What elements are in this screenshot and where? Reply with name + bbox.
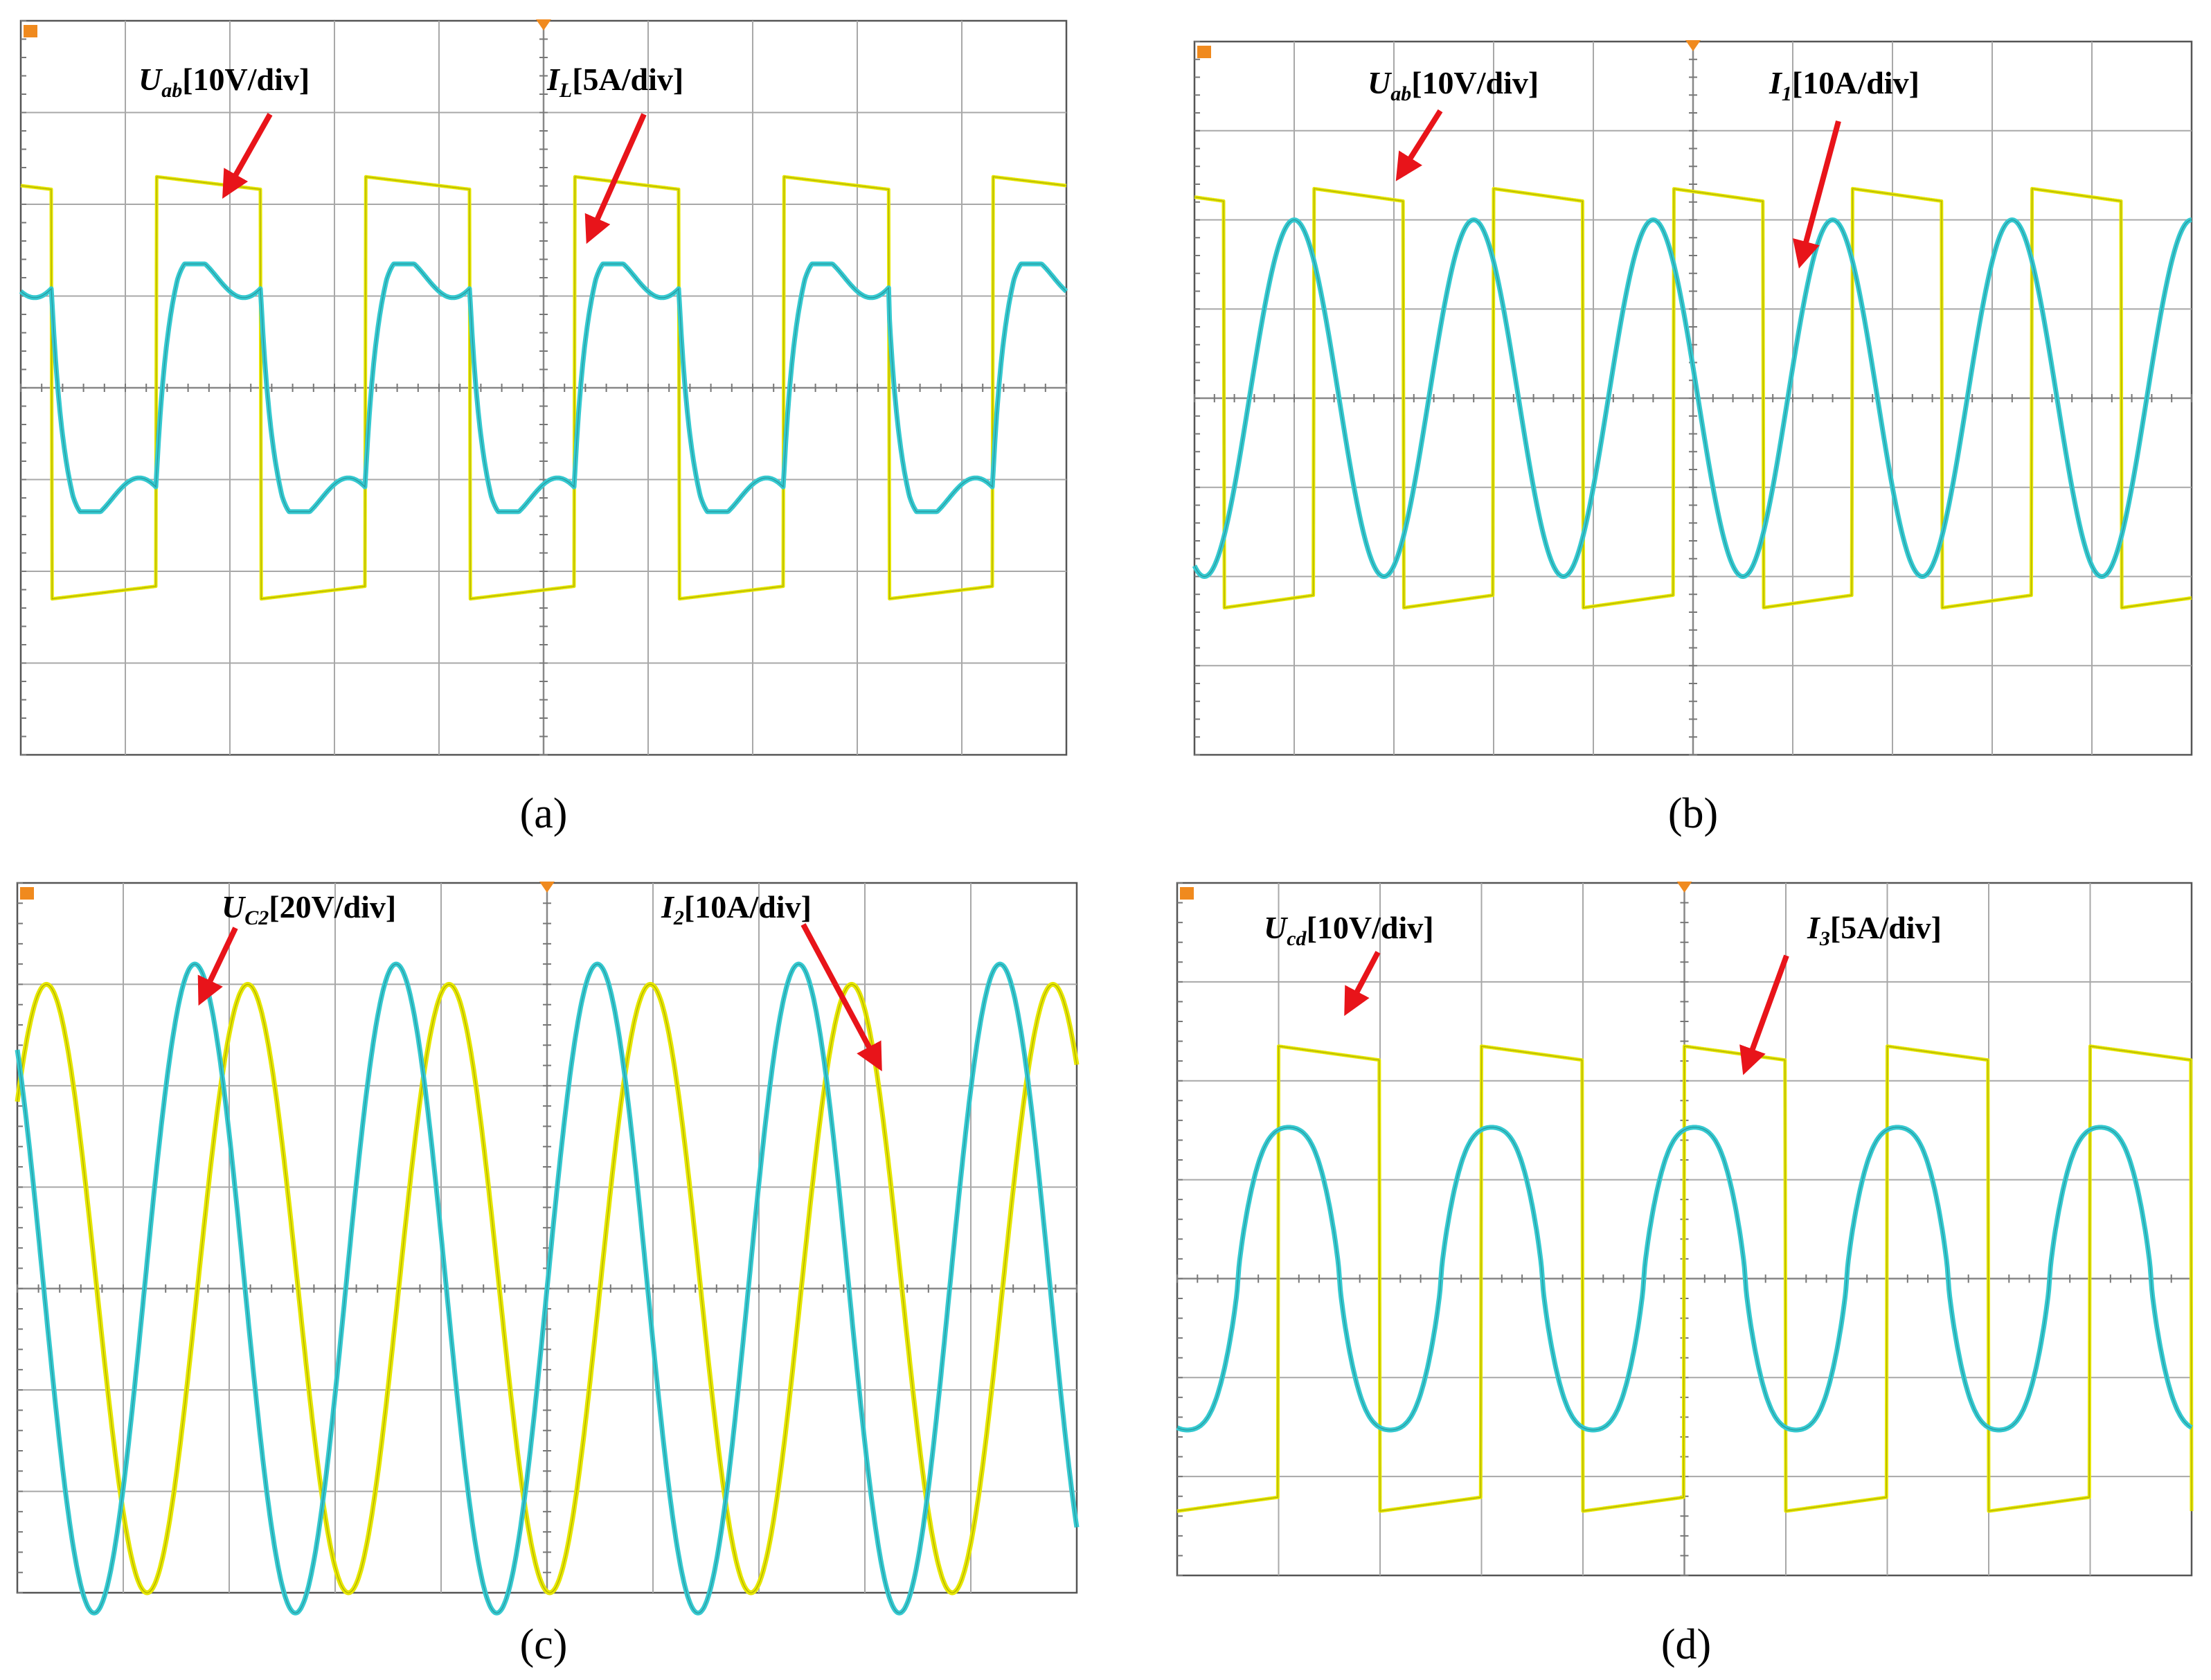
label-uab-a: Uab[10V/div] [138,62,310,102]
label-uab-b: Uab[10V/div] [1368,65,1539,105]
trigger-marker-left-a [24,25,37,37]
label-sub: 3 [1819,927,1830,950]
trigger-marker-top-a [536,19,551,30]
label-scale: [5A/div] [1830,910,1942,945]
label-main: U [1368,65,1393,100]
arrow-il-a [584,113,647,244]
trigger-marker-top-c [539,882,555,893]
trace-i1-b [1192,217,2194,579]
trace-il-a [19,261,1068,515]
label-sub: C2 [244,906,269,929]
label-uc2-c: UC2[20V/div] [222,889,396,929]
label-scale: [10V/div] [182,62,310,97]
scope-grid-a [20,20,1067,756]
label-sub: 2 [673,906,684,929]
label-sub: ab [161,79,182,102]
label-main: U [138,62,163,97]
label-main: U [222,889,247,924]
label-scale: [10A/div] [1792,65,1919,100]
label-scale: [10V/div] [1411,65,1539,100]
label-main: I [546,62,561,97]
caption-c: (c) [520,1621,568,1668]
label-sub: 1 [1782,82,1792,105]
arrow-i2-c [800,923,882,1072]
label-il-a: IL[5A/div] [546,62,683,102]
trace-edge-uc2-c [17,983,1077,1593]
trigger-marker-top-d [1676,882,1692,893]
label-sub: L [559,79,572,102]
trace-edge-uab-b [1194,188,2192,609]
trigger-marker-left-d [1180,887,1194,900]
panel-d: Ucd[10V/div] I3[5A/div] (d) [1175,882,2194,1668]
trace-edge-ucd-d [1176,1045,2192,1512]
label-i3-d: I3[5A/div] [1807,910,1942,950]
arrow-i3-d [1739,954,1789,1075]
label-main: I [1769,65,1783,100]
label-scale: [20V/div] [269,889,396,924]
trace-i3-d [1175,1125,2194,1433]
arrow-ucd-d [1344,951,1381,1017]
trigger-marker-left-b [1197,46,1211,58]
trace-uc2-c [15,981,1080,1596]
arrow-uab-b [1395,109,1443,181]
label-scale: [10A/div] [684,889,812,924]
trace-edge-i1-b [1194,219,2192,578]
label-sub: cd [1287,927,1307,950]
arrow-uab-a [222,113,273,199]
panel-b: Uab[10V/div] I1[10A/div] (b) [1192,40,2194,837]
trace-uab-b [1193,186,2193,610]
trigger-marker-left-c [20,887,34,900]
caption-d: (d) [1661,1621,1711,1668]
caption-b: (b) [1668,790,1718,837]
label-main: I [661,889,675,924]
arrow-i1-b [1792,120,1841,269]
trace-edge-uab-a [20,176,1067,600]
trace-edge-i3-d [1176,1127,2192,1431]
trace-edge-i2-c [17,963,1077,1614]
label-i2-c: I2[10A/div] [661,889,812,929]
trace-uab-a [19,175,1068,601]
panel-c: UC2[20V/div] I2[10A/div] (c) [15,882,1080,1668]
label-main: I [1807,910,1821,945]
trace-ucd-d [1176,1044,2194,1513]
label-ucd-d: Ucd[10V/div] [1264,910,1434,950]
arrow-uc2-c [197,927,238,1006]
label-sub: ab [1390,82,1411,105]
label-main: U [1264,910,1289,945]
caption-a: (a) [520,790,568,837]
trace-edge-il-a [20,263,1067,512]
label-scale: [5A/div] [572,62,683,97]
label-scale: [10V/div] [1307,910,1434,945]
trigger-marker-top-b [1685,40,1701,51]
panel-a: Uab[10V/div] IL[5A/div] (a) [19,19,1068,837]
trace-i2-c [15,961,1080,1616]
label-i1-b: I1[10A/div] [1769,65,1919,105]
